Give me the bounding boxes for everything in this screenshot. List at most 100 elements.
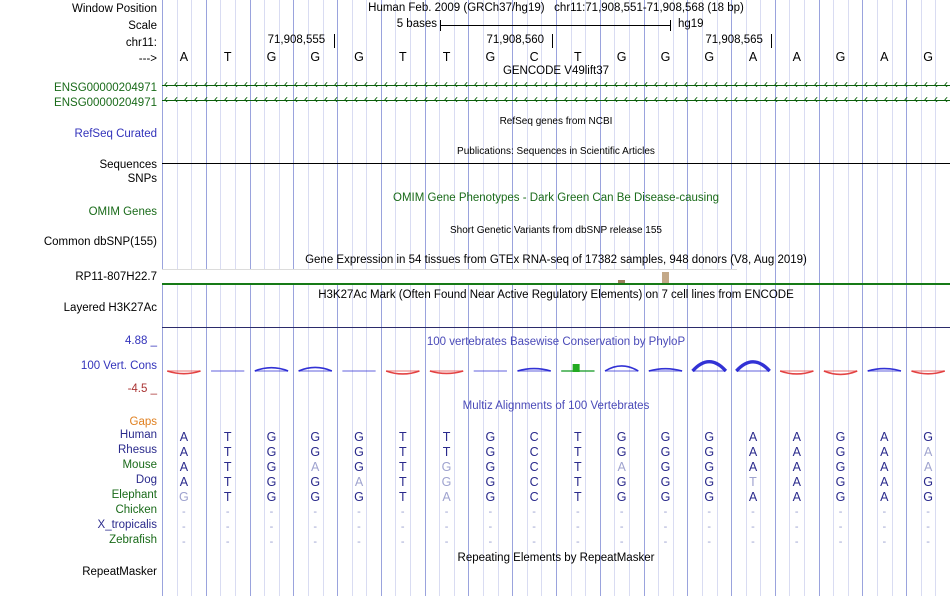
label-100-vert-cons[interactable]: 100 Vert. Cons: [80, 360, 157, 372]
phylop-score-bar[interactable]: [648, 367, 683, 372]
label-omim-genes[interactable]: OMIM Genes: [88, 206, 157, 218]
label-gencode-transcript-2[interactable]: ENSG00000204971: [54, 97, 157, 109]
track-title-omim[interactable]: OMIM Gene Phenotypes - Dark Green Can Be…: [393, 192, 719, 204]
label-common-dbsnp[interactable]: Common dbSNP(155): [43, 236, 157, 248]
track-title-publications[interactable]: Publications: Sequences in Scientific Ar…: [457, 146, 655, 157]
track-title-gtex[interactable]: Gene Expression in 54 tissues from GTEx …: [305, 254, 807, 266]
strand-arrow-icon: ‹: [924, 92, 928, 106]
alignment-row: ------------------: [162, 520, 950, 534]
alignment-base: G: [835, 475, 846, 489]
strand-arrow-icon: ‹: [734, 92, 738, 106]
strand-arrow-icon: ‹: [854, 77, 858, 91]
strand-arrow-icon: ‹: [944, 92, 948, 106]
strand-arrow-icon: ‹: [834, 92, 838, 106]
strand-arrow-icon: ‹: [644, 92, 648, 106]
strand-arrow-icon: ‹: [764, 92, 768, 106]
track-title-phylop[interactable]: 100 vertebrates Basewise Conservation by…: [426, 336, 686, 348]
species-label-human[interactable]: Human: [119, 429, 157, 441]
strand-arrow-icon: ‹: [304, 92, 308, 106]
label-sequences[interactable]: Sequences: [99, 159, 157, 171]
phylop-score-bar[interactable]: [167, 370, 201, 375]
label-snps[interactable]: SNPs: [127, 173, 157, 185]
grid-line: [425, 0, 426, 596]
label-gtex-gene[interactable]: RP11-807H22.7: [75, 271, 157, 283]
species-label-zebrafish[interactable]: Zebrafish: [109, 534, 157, 546]
phylop-score-bar[interactable]: [298, 366, 333, 372]
track-title-multiz[interactable]: Multiz Alignments of 100 Vertebrates: [462, 400, 650, 412]
alignment-base: -: [357, 536, 361, 548]
phylop-score-bar[interactable]: [867, 367, 902, 372]
alignment-base: A: [792, 445, 801, 459]
strand-arrow-icon: ‹: [174, 77, 178, 91]
strand-arrow-icon: ‹: [834, 77, 838, 91]
track-data-area[interactable]: Human Feb. 2009 (GRCh37/hg19) chr11:71,9…: [162, 0, 950, 596]
strand-arrow-icon: ‹: [804, 92, 808, 106]
alignment-base: G: [704, 490, 715, 504]
phylop-score-bar[interactable]: [385, 370, 420, 375]
alignment-base: T: [574, 445, 582, 459]
alignment-base: G: [704, 460, 715, 474]
phylop-score-bar[interactable]: [823, 370, 858, 376]
strand-arrow-icon: ‹: [714, 77, 718, 91]
strand-arrow-icon: ‹: [464, 92, 468, 106]
gtex-expression-bar[interactable]: [662, 272, 669, 285]
phylop-score-bar[interactable]: [911, 370, 946, 375]
alignment-base: G: [354, 445, 364, 459]
alignment-base: G: [923, 475, 933, 489]
species-label-mouse[interactable]: Mouse: [122, 459, 157, 471]
label-scale[interactable]: Scale: [128, 20, 157, 32]
strand-arrow-icon: ‹: [704, 92, 708, 106]
strand-arrow-icon: ‹: [454, 92, 458, 106]
grid-line-minor: [323, 0, 324, 596]
species-label-dog[interactable]: Dog: [135, 474, 157, 486]
strand-arrow-icon: ‹: [514, 92, 518, 106]
alignment-base: -: [838, 521, 843, 533]
track-title-dbsnp[interactable]: Short Genetic Variants from dbSNP releas…: [450, 225, 662, 236]
alignment-base: A: [748, 490, 758, 504]
conserved-element-marker[interactable]: [572, 364, 580, 372]
alignment-base: -: [663, 506, 668, 518]
alignment-base: -: [400, 521, 405, 533]
alignment-base: G: [835, 430, 846, 444]
phylop-conservation-chart[interactable]: [162, 352, 950, 398]
alignment-base: C: [529, 490, 539, 504]
strand-arrow-icon: ‹: [274, 77, 278, 91]
alignment-base: -: [751, 536, 755, 548]
coordinate-label: 71,908,565: [705, 34, 763, 46]
track-title-refseq[interactable]: RefSeq genes from NCBI: [499, 116, 613, 127]
gencode-transcript-row-2[interactable]: ‹ ‹ ‹ ‹ ‹ ‹ ‹ ‹ ‹ ‹ ‹ ‹ ‹ ‹ ‹ ‹ ‹ ‹ ‹ ‹ ‹ ‹ ‹ ‹ ‹ ‹ ‹ ‹ ‹ ‹ ‹ ‹ ‹ ‹ ‹ ‹ ‹ ‹ ‹ ‹…: [162, 92, 950, 106]
species-label-elephant[interactable]: Elephant: [111, 489, 157, 501]
label-gencode-transcript-1[interactable]: ENSG00000204971: [54, 82, 157, 94]
grid-line-minor: [789, 0, 790, 596]
phylop-score-bar[interactable]: [735, 360, 771, 373]
assembly-short-label: hg19: [678, 18, 704, 30]
phylop-score-bar[interactable]: [604, 365, 639, 372]
track-title-gencode[interactable]: GENCODE V49lift37: [502, 65, 610, 77]
label-strand-arrow[interactable]: --->: [138, 53, 157, 65]
phylop-score-bar[interactable]: [691, 359, 728, 373]
track-title-h3k27ac[interactable]: H3K27Ac Mark (Often Found Near Active Re…: [318, 289, 794, 301]
gencode-transcript-row-1[interactable]: ‹ ‹ ‹ ‹ ‹ ‹ ‹ ‹ ‹ ‹ ‹ ‹ ‹ ‹ ‹ ‹ ‹ ‹ ‹ ‹ ‹ ‹ ‹ ‹ ‹ ‹ ‹ ‹ ‹ ‹ ‹ ‹ ‹ ‹ ‹ ‹ ‹ ‹ ‹ ‹…: [162, 77, 950, 91]
label-refseq-curated[interactable]: RefSeq Curated: [74, 128, 157, 140]
alignment-base: T: [398, 490, 407, 504]
species-label-rhesus[interactable]: Rhesus: [118, 444, 157, 456]
track-title-repeatmasker[interactable]: Repeating Elements by RepeatMasker: [457, 552, 655, 564]
label-window-position[interactable]: Window Position: [71, 3, 157, 15]
gtex-expression-bar[interactable]: [618, 280, 625, 285]
label-repeatmasker[interactable]: RepeatMasker: [82, 566, 157, 578]
label-layered-h3k27ac[interactable]: Layered H3K27Ac: [63, 302, 157, 314]
grid-line-minor: [264, 0, 265, 596]
species-label-chicken[interactable]: Chicken: [115, 504, 157, 516]
grid-line-minor: [498, 0, 499, 596]
phylop-score-bar[interactable]: [254, 366, 289, 372]
phylop-score-bar[interactable]: [429, 370, 464, 375]
species-label-x_tropicalis[interactable]: X_tropicalis: [97, 519, 157, 531]
phylop-score-bar[interactable]: [517, 367, 551, 372]
label-chrom[interactable]: chr11:: [125, 37, 157, 49]
sequence-base: G: [354, 50, 364, 64]
phylop-score-bar[interactable]: [779, 370, 814, 375]
strand-arrow-icon: ‹: [184, 92, 188, 106]
label-gaps[interactable]: Gaps: [129, 416, 158, 428]
strand-arrow-icon: ‹: [634, 92, 638, 106]
